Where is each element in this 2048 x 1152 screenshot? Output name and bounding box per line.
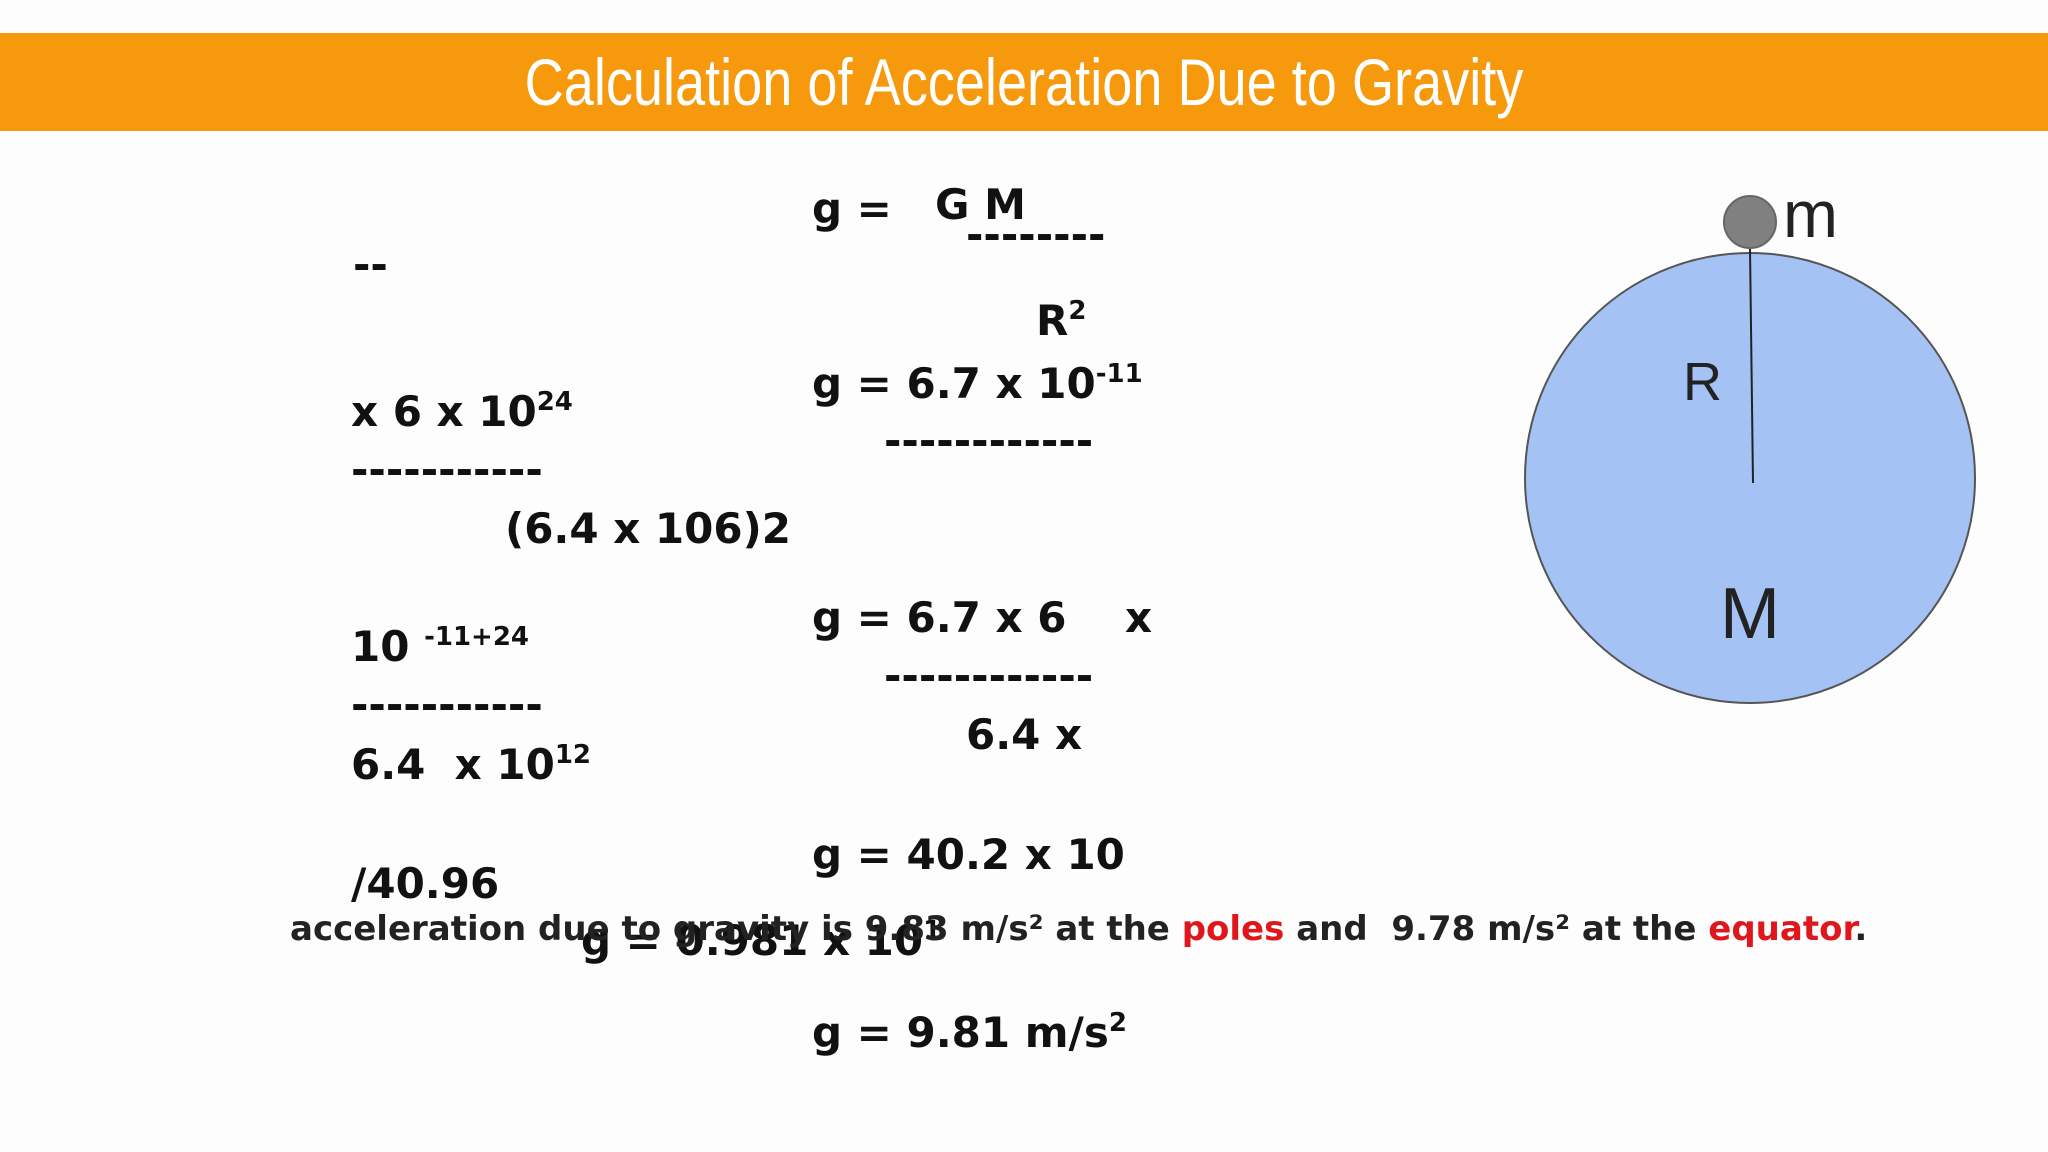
superscript: 2: [1068, 296, 1087, 326]
caption: acceleration due to gravity is 9.83 m/s²…: [290, 909, 1867, 949]
title-bar: Calculation of Acceleration Due to Gravi…: [0, 33, 2048, 131]
highlight: equator: [1708, 909, 1855, 949]
superscript: 1: [923, 916, 942, 946]
superscript: 2: [1108, 1008, 1127, 1038]
superscript: -11: [1095, 359, 1143, 389]
label: m: [1783, 177, 1838, 251]
text: .: [1854, 909, 1868, 949]
text: /40.96: [351, 859, 500, 908]
rule: ------------: [884, 651, 1094, 700]
text: 6.4 x: [966, 710, 1083, 759]
text: and 9.78 m/s² at the: [1284, 909, 1709, 949]
text: x 6 x 1024: [351, 389, 573, 433]
superscript: 24: [536, 387, 573, 417]
text: 6.4 x 10: [351, 740, 555, 789]
text: 6.4 x 1012: [351, 742, 591, 786]
text: g = 9.81 m/s: [812, 1008, 1109, 1057]
text: g =: [812, 184, 892, 233]
superscript: -11+24: [424, 622, 530, 652]
title: Calculation of Acceleration Due to Gravi…: [524, 45, 1524, 119]
radius-line: [1749, 247, 1754, 484]
text: g = 40.2 x 10: [812, 830, 1125, 879]
text: 10: [351, 622, 425, 671]
text: G M: [935, 180, 1026, 229]
text: --: [353, 240, 388, 289]
small-mass: [1723, 195, 1777, 249]
label: R: [1683, 352, 1722, 412]
text: 10 -11+24: [351, 624, 529, 668]
rule: -----------: [351, 445, 543, 494]
text: x 6 x 10: [351, 387, 537, 436]
label: M: [1720, 574, 1780, 654]
rule: -----------: [351, 680, 543, 729]
text: g = 6.7 x 10-11: [812, 361, 1143, 405]
text: R: [1036, 296, 1069, 345]
rule: ------------: [884, 416, 1094, 465]
rule: --------: [966, 210, 1106, 259]
text: acceleration due to gravity is 9.83 m/s²…: [290, 909, 1182, 949]
text: g = 9.81 m/s2: [812, 1010, 1127, 1054]
superscript: 12: [554, 740, 591, 770]
text: g = 0.981 x 10: [581, 916, 924, 965]
text: g = 6.7 x 6 x: [812, 593, 1153, 642]
text: R2: [1036, 298, 1086, 342]
text: g = 6.7 x 10: [812, 359, 1096, 408]
text: g = 0.981 x 101: [581, 918, 941, 962]
highlight: poles: [1181, 909, 1285, 949]
text: (6.4 x 106)2: [505, 504, 792, 553]
